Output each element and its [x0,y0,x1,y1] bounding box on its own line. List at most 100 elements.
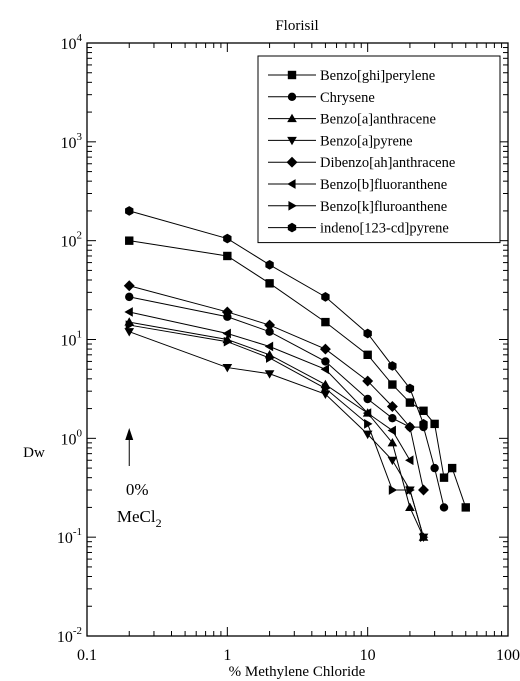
legend-label: Benzo[ghi]perylene [320,68,435,84]
y-tick-exponent: 0 [77,427,83,439]
data-point [321,383,331,394]
y-tick-exponent: 3 [77,131,83,143]
data-point [362,408,372,418]
data-point [125,236,134,245]
y-tick-base: 10 [61,333,77,350]
data-point [388,380,397,389]
data-point [405,383,415,394]
legend-item: Dibenzo[ah]anthracene [268,155,455,171]
data-point [388,361,397,371]
y-tick-exponent: 2 [77,230,83,242]
legend-marker [287,70,297,80]
data-point [123,280,135,292]
y-tick-base: 10 [61,431,77,448]
data-point [124,328,135,337]
data-point [125,292,134,302]
data-point [264,341,274,352]
data-point [406,485,415,495]
series-dibenzo-ah-anthracene [123,280,429,496]
legend: Benzo[ghi]perylene Chrysene Benzo[a]anthra… [257,55,501,244]
series-chrysene [125,292,449,512]
legend-label: Benzo[k]fluroanthene [320,199,447,215]
data-point [125,320,135,330]
y-tick-base: 10 [57,629,73,646]
legend-label: Benzo[b]fluoranthene [320,177,447,193]
y-tick-label: 10-1 [57,526,82,547]
data-point [363,350,372,360]
legend-label: Benzo[a]anthracene [320,112,436,128]
y-tick-label: 104 [61,32,83,53]
series-line [129,331,424,538]
annotation-arrow-head [125,428,134,440]
data-point [222,328,231,339]
series-benzo-ghi-perylene [125,236,470,512]
legend-label: Chrysene [320,90,375,106]
annotation-line2-subscript: 2 [156,516,162,530]
series-benzo-a-anthracene [124,317,429,541]
x-tick-label: 0.1 [77,647,97,664]
data-point [363,394,372,404]
data-point [363,328,372,339]
data-point [388,413,397,423]
data-point [321,292,330,302]
data-point [362,430,373,440]
legend-item: Benzo[a]anthracene [268,112,436,128]
data-point [430,419,439,429]
data-point [125,206,134,216]
legend-marker [286,156,298,168]
data-point [362,375,374,387]
y-axis-label: Dw [23,445,45,461]
legend-item: Benzo[b]fluoranthene [268,177,447,193]
y-tick-base: 10 [61,135,77,152]
series-line [129,296,445,508]
y-tick-base: 10 [61,36,77,53]
y-tick-exponent: -1 [73,526,82,538]
legend-item: Benzo[ghi]perylene [268,68,435,84]
annotation-line2: MeCl2 [117,507,162,530]
data-point [221,306,233,318]
data-point [364,419,373,429]
annotation-0pct-mecl2: 0% MeCl2 [117,428,162,530]
data-point [430,463,439,473]
data-point [388,485,398,495]
data-point [321,317,330,327]
legend-marker [287,136,297,146]
data-point [320,364,329,375]
data-point [265,259,274,270]
data-point [387,438,398,447]
series-benzo-a-pyrene [124,328,429,542]
legend-marker [287,92,297,101]
data-point [419,419,428,429]
data-point [419,532,429,542]
data-point [264,370,275,379]
data-point [264,319,276,331]
series-indeno-123-cd-pyrene [125,206,428,429]
data-point [223,233,232,244]
legend-item: Benzo[a]pyrene [268,133,413,149]
data-point [265,327,274,336]
legend-item: indeno[123-cd]pyrene [268,221,449,237]
data-point [439,503,449,512]
y-tick-exponent: -2 [73,625,82,637]
series-benzo-b-fluoranthene [124,307,414,466]
annotation-line2-main: MeCl [117,507,156,526]
data-point [418,484,429,496]
data-point [439,473,449,482]
series-line [129,285,424,491]
chart-title: Florisil [275,18,318,34]
series-line [129,324,424,538]
y-tick-exponent: 1 [77,329,83,341]
y-tick-base: 10 [57,530,73,547]
data-point [266,353,275,363]
y-tick-label: 10-2 [57,625,82,646]
y-tick-base: 10 [61,234,77,251]
data-point [405,455,414,466]
y-tick-exponent: 4 [77,32,83,44]
series-benzo-k-fluroanthene [125,320,429,542]
series-line [129,321,424,538]
legend-marker [287,179,296,189]
y-tick-label: 100 [61,427,83,448]
legend-label: indeno[123-cd]pyrene [320,221,449,237]
legend-label: Benzo[a]pyrene [320,133,413,149]
